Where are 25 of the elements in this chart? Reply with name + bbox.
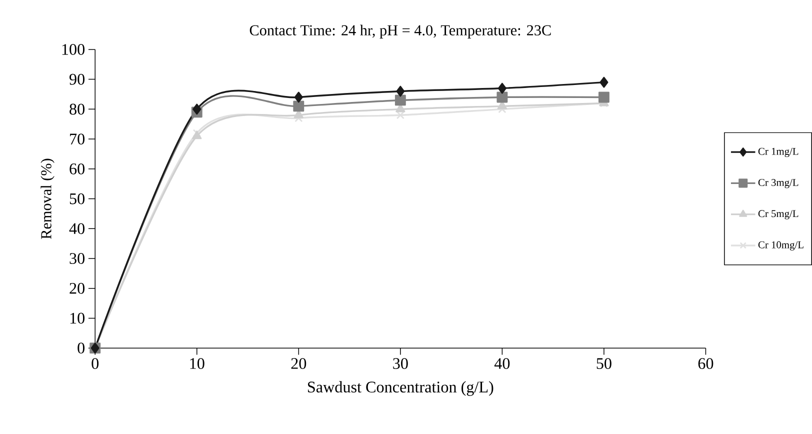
- y-tick-label: 10: [70, 312, 84, 324]
- y-tick-label: 100: [62, 44, 84, 56]
- x-tick-label: 30: [393, 358, 408, 370]
- y-tick-label: 0: [78, 342, 84, 354]
- x-tick-label: 50: [596, 358, 612, 370]
- y-tick-label: 90: [70, 74, 84, 85]
- x-tick-label: 40: [494, 358, 510, 370]
- y-tick-label: 60: [70, 164, 84, 174]
- y-tick-label: 70: [70, 134, 84, 145]
- legend-label: Cr 1mg/L: [758, 148, 798, 158]
- x-axis-title: Sawdust Concentration (g/L): [308, 381, 494, 396]
- chart-title: Contact Time: 24 hr, pH = 4.0, Temperature: 23C: [250, 24, 551, 39]
- legend-label: Cr 5mg/L: [758, 210, 798, 220]
- x-tick-label: 10: [190, 358, 204, 370]
- y-tick-label: 80: [70, 104, 84, 115]
- y-tick-label: 30: [70, 253, 84, 264]
- x-tick-label: 60: [698, 358, 714, 370]
- legend-label: Cr 3mg/L: [758, 179, 798, 188]
- y-tick-label: 40: [69, 223, 84, 234]
- y-axis-title: Removal (%): [40, 158, 54, 240]
- legend-label: Cr 10mg/L: [758, 241, 804, 251]
- x-tick-label: 0: [92, 358, 99, 370]
- y-tick-label: 20: [70, 283, 84, 294]
- x-tick-label: 20: [291, 358, 306, 370]
- y-tick-label: 50: [70, 193, 84, 204]
